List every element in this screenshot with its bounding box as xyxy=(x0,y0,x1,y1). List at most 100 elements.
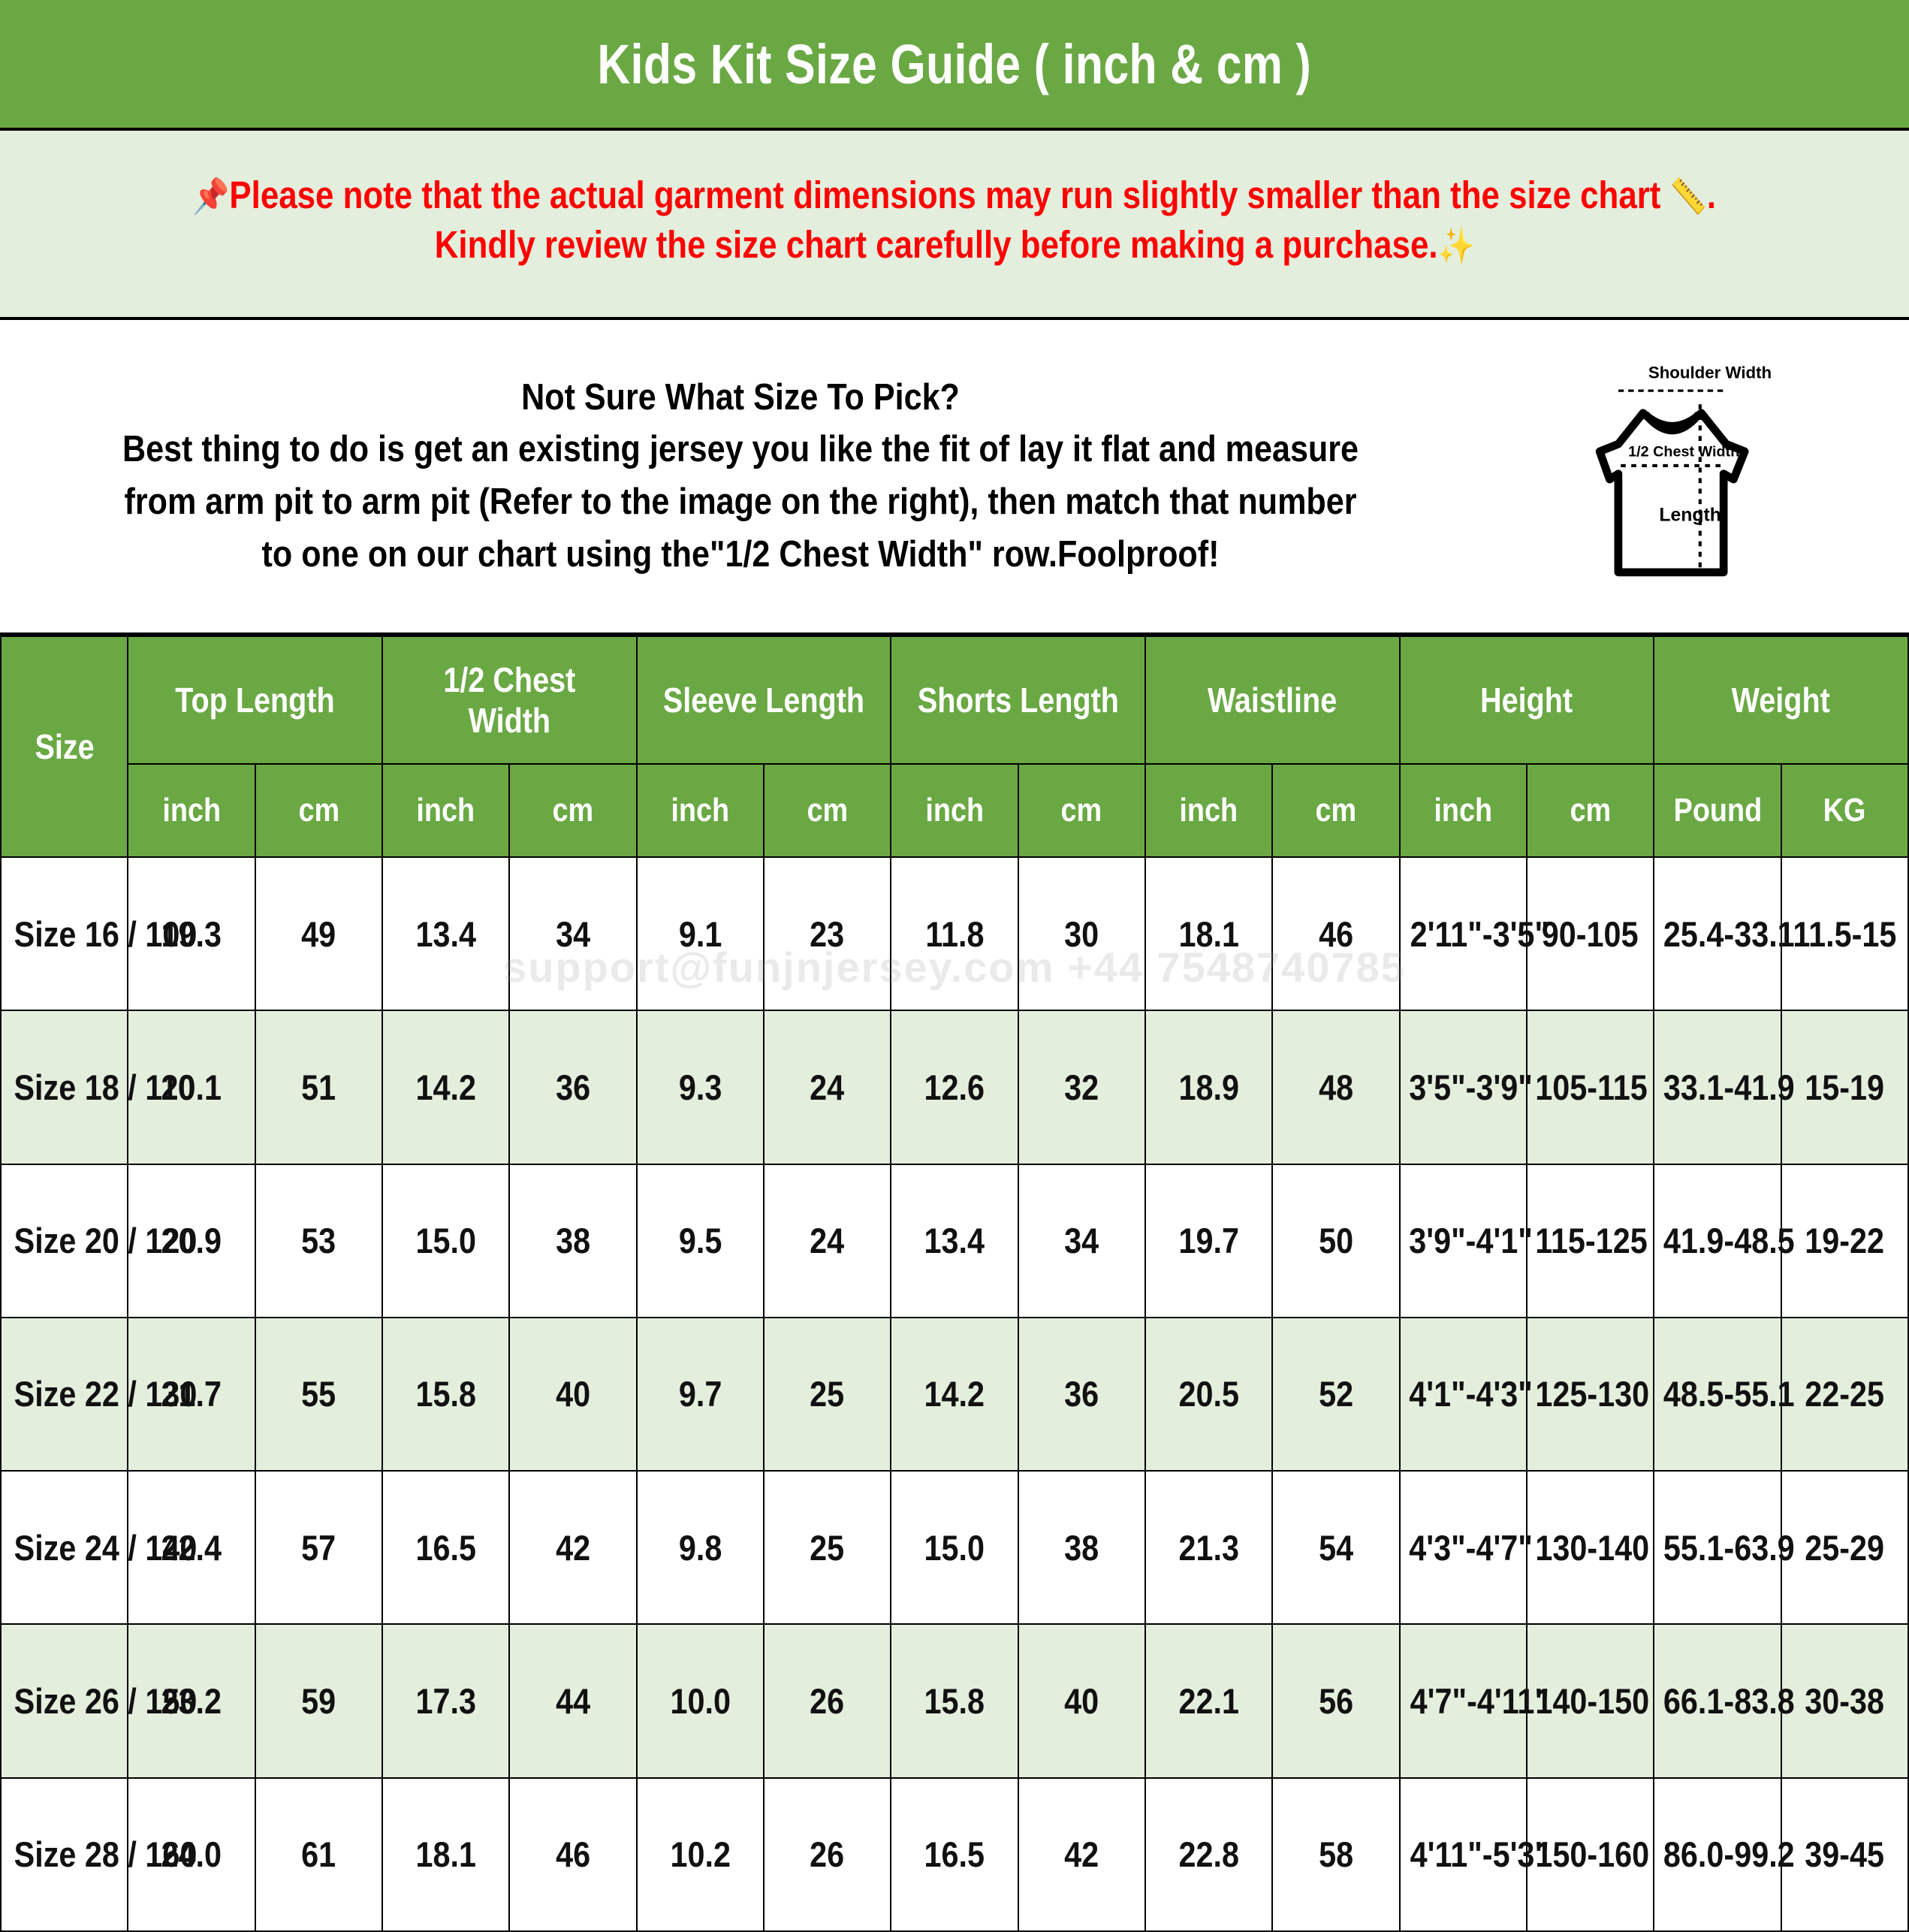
measurement-cell: 105-115 xyxy=(1525,1010,1655,1165)
tshirt-collar xyxy=(1642,411,1702,435)
measurement-cell: 22.8 xyxy=(1144,1777,1274,1932)
info-text-block: Not Sure What Size To Pick? Best thing t… xyxy=(0,372,1564,581)
unit-header-row: inch cm inch cm inch cm inch cm inch cm … xyxy=(1,763,1909,858)
info-line-1: Best thing to do is get an existing jers… xyxy=(122,429,1359,470)
measurement-cell: 34 xyxy=(508,856,638,1012)
size-table: Size Top Length 1/2 Chest Width Sleeve L… xyxy=(0,635,1909,1932)
measurement-cell: 19-22 xyxy=(1780,1163,1909,1318)
notice-line-2: Kindly review the size chart carefully b… xyxy=(434,220,1474,270)
notice-line-1-tail: . xyxy=(1707,173,1717,216)
col-group-half-chest-width: 1/2 Chest Width xyxy=(381,635,638,765)
size-label-cell: Size 28 / 160 xyxy=(0,1777,197,1932)
unit-header-cell: KG xyxy=(1780,763,1909,858)
measurement-cell: 46 xyxy=(508,1777,638,1932)
measurement-cell: 24 xyxy=(762,1010,892,1165)
ruler-icon: 📏 xyxy=(1670,176,1708,216)
measurement-cell: 13.4 xyxy=(890,1163,1019,1318)
measurement-cell: 20.9 xyxy=(127,1163,256,1318)
measurement-cell: 9.1 xyxy=(635,856,765,1012)
group-header-row: Size Top Length 1/2 Chest Width Sleeve L… xyxy=(0,635,1909,858)
measurement-cell: 26 xyxy=(762,1623,892,1779)
measurement-cell: 32 xyxy=(1017,1010,1146,1165)
measurement-cell: 21.3 xyxy=(1144,1470,1274,1626)
measurement-cell: 22.1 xyxy=(1144,1623,1274,1779)
unit-header-cell: cm xyxy=(254,763,383,858)
title-bar: Kids Kit Size Guide ( inch & cm ) xyxy=(0,0,1909,131)
size-table-body: Size 16 / 100 19.3 49 13.4 34 9.1 23 11.8 30 18.1… xyxy=(0,856,1909,1932)
measurement-cell: 4'3"-4'7" xyxy=(1398,1470,1533,1626)
col-group-shorts-length: Shorts Length xyxy=(890,635,1146,765)
measurement-cell: 46 xyxy=(1271,856,1401,1012)
measurement-cell: 9.7 xyxy=(635,1316,765,1472)
measurement-cell: 21.7 xyxy=(127,1316,256,1472)
info-panel: Not Sure What Size To Pick? Best thing t… xyxy=(0,320,1909,635)
measurement-cell: 18.1 xyxy=(381,1777,511,1932)
measurement-cell: 16.5 xyxy=(890,1777,1019,1932)
measurement-cell: 36 xyxy=(508,1010,638,1165)
measurement-cell: 15.0 xyxy=(890,1470,1019,1626)
notice-banner: 📌Please note that the actual garment dim… xyxy=(0,131,1909,320)
measurement-cell: 22.4 xyxy=(127,1470,256,1626)
measurement-cell: 25 xyxy=(762,1316,892,1472)
measurement-cell: 20.5 xyxy=(1144,1316,1274,1472)
measurement-cell: 36 xyxy=(1017,1316,1146,1472)
measurement-cell: 30-38 xyxy=(1780,1623,1909,1779)
notice-line-2-text: Kindly review the size chart carefully b… xyxy=(434,223,1438,266)
unit-header-cell: inch xyxy=(127,763,256,858)
measurement-cell: 40 xyxy=(508,1316,638,1472)
measurement-cell: 59 xyxy=(254,1623,383,1779)
measurement-cell: 23 xyxy=(762,856,892,1012)
measurement-cell: 3'9"-4'1" xyxy=(1398,1163,1533,1318)
measurement-cell: 48.5-55.1 xyxy=(1653,1316,1795,1472)
measurement-cell: 13.4 xyxy=(381,856,511,1012)
measurement-cell: 15.8 xyxy=(890,1623,1019,1779)
measurement-cell: 140-150 xyxy=(1525,1623,1655,1779)
measurement-cell: 23.2 xyxy=(127,1623,256,1779)
measurement-cell: 57 xyxy=(254,1470,383,1626)
measurement-cell: 25-29 xyxy=(1780,1470,1909,1626)
measurement-cell: 2'11"-3'5" xyxy=(1398,856,1549,1012)
size-label-cell: Size 16 / 100 xyxy=(0,856,197,1012)
measurement-cell: 38 xyxy=(1017,1470,1146,1626)
measurement-cell: 49 xyxy=(254,856,383,1012)
unit-header-cell: cm xyxy=(1017,763,1146,858)
measurement-cell: 18.9 xyxy=(1144,1010,1274,1165)
size-label-cell: Size 22 / 130 xyxy=(0,1316,197,1472)
measurement-cell: 50 xyxy=(1271,1163,1401,1318)
measurement-cell: 58 xyxy=(1271,1777,1401,1932)
size-table-head: Size Top Length 1/2 Chest Width Sleeve L… xyxy=(0,635,1909,858)
notice-line-1-text: Please note that the actual garment dime… xyxy=(229,173,1661,216)
unit-header-cell: inch xyxy=(1144,763,1274,858)
measurement-cell: 3'5"-3'9" xyxy=(1398,1010,1533,1165)
measurement-cell: 14.2 xyxy=(890,1316,1019,1472)
measurement-cell: 24.0 xyxy=(127,1777,256,1932)
measurement-cell: 39-45 xyxy=(1780,1777,1909,1932)
table-row: Size 20 / 120 20.9 53 15.0 38 9.5 24 13.4 34 19.7… xyxy=(0,1163,1909,1318)
measurement-cell: 4'11"-5'3" xyxy=(1398,1777,1549,1932)
measurement-cell: 4'1"-4'3" xyxy=(1398,1316,1533,1472)
measurement-cell: 14.2 xyxy=(381,1010,511,1165)
tshirt-icon: Shoulder Width 1/2 Chest Width Length xyxy=(1595,364,1772,577)
unit-header-cell: inch xyxy=(635,763,765,858)
info-heading: Not Sure What Size To Pick? xyxy=(521,376,960,418)
tshirt-measurement-diagram: Shoulder Width 1/2 Chest Width Length xyxy=(1564,352,1856,600)
col-group-height: Height xyxy=(1398,635,1655,765)
measurement-cell: 18.1 xyxy=(1144,856,1274,1012)
measurement-cell: 130-140 xyxy=(1525,1470,1655,1626)
measurement-cell: 55 xyxy=(254,1316,383,1472)
measurement-cell: 40 xyxy=(1017,1623,1146,1779)
measurement-cell: 51 xyxy=(254,1010,383,1165)
col-group-waistline: Waistline xyxy=(1144,635,1401,765)
col-group-sleeve-length: Sleeve Length xyxy=(635,635,892,765)
unit-header-cell: cm xyxy=(508,763,638,858)
sparkles-icon: ✨ xyxy=(1437,226,1475,265)
tshirt-outline xyxy=(1595,409,1749,577)
measurement-cell: 54 xyxy=(1271,1470,1401,1626)
col-group-weight: Weight xyxy=(1653,635,1909,765)
size-label-cell: Size 26 / 150 xyxy=(0,1623,197,1779)
table-row: Size 18 / 110 20.1 51 14.2 36 9.3 24 12.6 32 18.9… xyxy=(0,1010,1909,1165)
measurement-cell: 9.8 xyxy=(635,1470,765,1626)
shoulder-width-label: Shoulder Width xyxy=(1648,364,1772,382)
measurement-cell: 15.0 xyxy=(381,1163,511,1318)
